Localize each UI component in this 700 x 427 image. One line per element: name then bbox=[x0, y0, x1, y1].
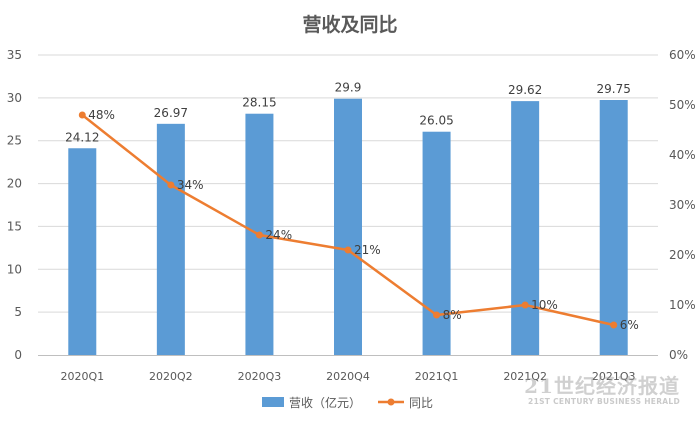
y-right-tick-label: 50% bbox=[669, 98, 696, 112]
x-tick-label: 2020Q4 bbox=[326, 370, 370, 383]
line-point bbox=[610, 321, 618, 329]
line-value-label: 6% bbox=[620, 318, 639, 332]
y-right-tick-label: 20% bbox=[669, 248, 696, 262]
x-tick-label: 2021Q1 bbox=[415, 370, 459, 383]
bar bbox=[511, 101, 540, 355]
bar bbox=[334, 98, 362, 355]
line-point bbox=[255, 231, 263, 239]
line-point bbox=[521, 301, 529, 309]
legend-swatch-bar bbox=[262, 397, 284, 407]
y-right-tick-label: 30% bbox=[669, 198, 696, 212]
legend-label: 营收（亿元） bbox=[289, 395, 361, 410]
y-right-tick-label: 40% bbox=[669, 148, 696, 162]
bar-value-label: 28.15 bbox=[242, 96, 276, 110]
chart-title: 营收及同比 bbox=[302, 13, 397, 36]
bar-value-label: 29.9 bbox=[335, 81, 362, 95]
line-point bbox=[167, 181, 175, 189]
y-left-tick-label: 30 bbox=[7, 91, 22, 105]
bar-value-label: 29.62 bbox=[508, 83, 542, 97]
y-left-tick-label: 15 bbox=[7, 219, 22, 233]
y-right-tick-label: 60% bbox=[669, 48, 696, 62]
bar-value-label: 26.97 bbox=[154, 106, 188, 120]
line-point bbox=[344, 246, 352, 254]
legend-label: 同比 bbox=[409, 396, 433, 410]
line-value-label: 24% bbox=[265, 228, 292, 242]
y-left-tick-label: 0 bbox=[14, 348, 22, 362]
x-tick-label: 2021Q2 bbox=[503, 370, 547, 383]
line-value-label: 21% bbox=[354, 243, 381, 257]
line-value-label: 8% bbox=[443, 308, 462, 322]
y-left-tick-label: 5 bbox=[14, 305, 22, 319]
x-tick-label: 2020Q3 bbox=[238, 370, 282, 383]
bar-value-label: 29.75 bbox=[597, 82, 631, 96]
x-tick-label: 2020Q2 bbox=[149, 370, 193, 383]
x-tick-label: 2020Q1 bbox=[60, 370, 104, 383]
x-tick-label: 2021Q3 bbox=[592, 370, 636, 383]
bar-value-label: 24.12 bbox=[65, 130, 99, 144]
y-left-tick-label: 10 bbox=[7, 262, 22, 276]
line-point bbox=[78, 111, 86, 119]
bar bbox=[68, 148, 97, 355]
line-point bbox=[433, 311, 441, 319]
y-right-tick-label: 0% bbox=[669, 348, 688, 362]
legend-swatch-marker bbox=[387, 398, 395, 406]
line-value-label: 10% bbox=[531, 298, 558, 312]
line-value-label: 48% bbox=[88, 108, 115, 122]
bar bbox=[156, 123, 185, 355]
y-left-tick-label: 25 bbox=[7, 134, 22, 148]
y-left-tick-label: 35 bbox=[7, 48, 22, 62]
y-left-tick-label: 20 bbox=[7, 177, 22, 191]
bar bbox=[599, 100, 628, 355]
line-value-label: 34% bbox=[177, 178, 204, 192]
bar-value-label: 26.05 bbox=[419, 114, 453, 128]
y-right-tick-label: 10% bbox=[669, 298, 696, 312]
